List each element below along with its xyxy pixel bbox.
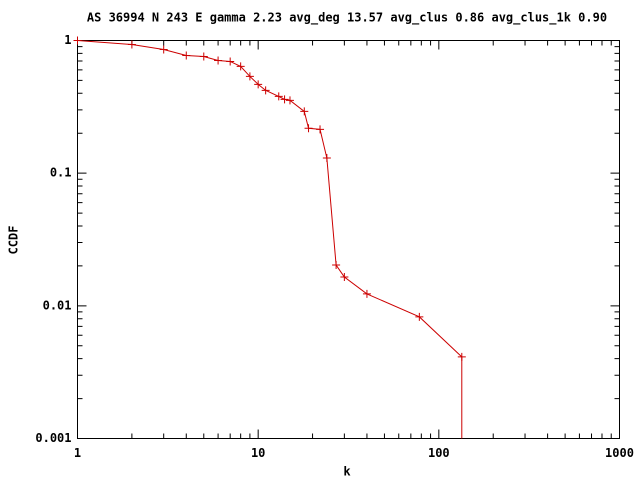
point <box>316 125 325 134</box>
point <box>261 86 270 95</box>
x-tick-label: 1 <box>74 446 81 460</box>
point <box>254 80 263 89</box>
point <box>182 51 191 60</box>
point <box>340 272 349 281</box>
point <box>362 289 371 298</box>
point <box>304 124 313 133</box>
point <box>322 154 331 163</box>
plot-frame <box>77 40 620 439</box>
point <box>285 96 294 105</box>
y-tick-label: 0.1 <box>50 166 72 180</box>
chart-title: AS 36994 N 243 E gamma 2.23 avg_deg 13.5… <box>87 11 607 26</box>
point <box>274 92 283 101</box>
x-tick-label: 10 <box>251 446 265 460</box>
point <box>300 107 309 116</box>
point <box>245 72 254 81</box>
point <box>332 261 341 270</box>
point <box>226 57 235 66</box>
point <box>236 62 245 71</box>
y-axis-label: CCDF <box>7 226 21 255</box>
point <box>73 36 82 45</box>
y-tick-label: 0.01 <box>43 298 72 312</box>
point <box>214 56 223 65</box>
point <box>127 40 136 49</box>
x-tick-label: 1000 <box>605 446 634 460</box>
point <box>199 52 208 61</box>
x-axis-label: k <box>343 465 351 479</box>
x-tick-label: 100 <box>428 446 450 460</box>
y-tick-label: 0.001 <box>35 431 71 445</box>
point <box>280 95 289 104</box>
point <box>159 45 168 54</box>
y-tick-label: 1 <box>64 33 71 47</box>
series-line <box>77 40 463 358</box>
point <box>415 312 424 321</box>
point <box>457 352 466 361</box>
